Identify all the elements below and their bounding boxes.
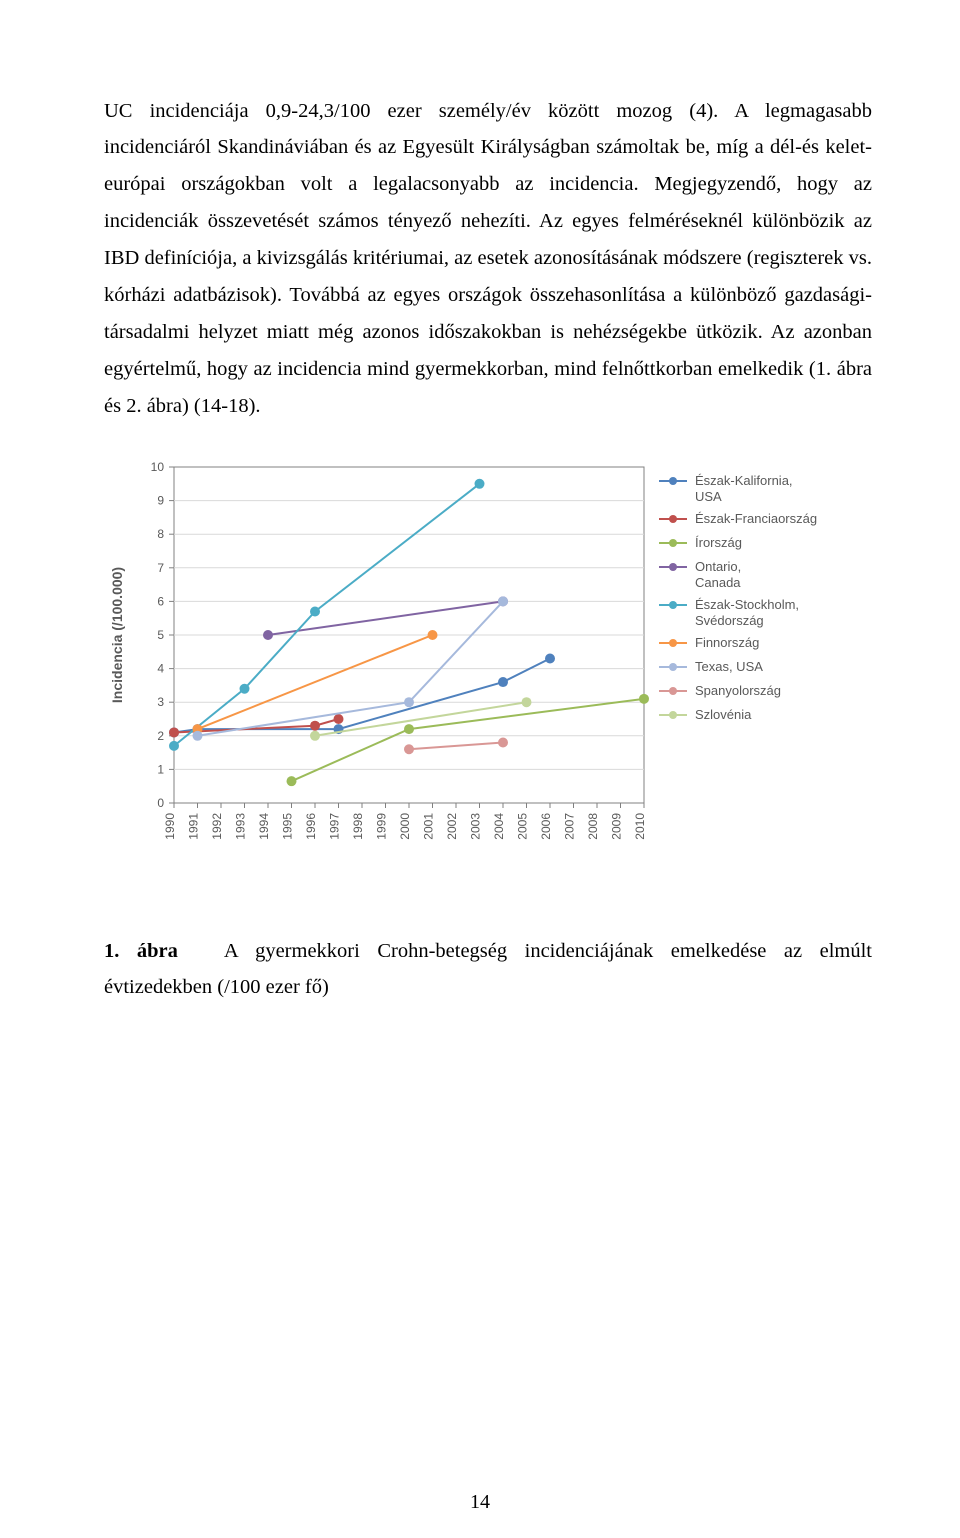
- svg-text:1992: 1992: [210, 812, 224, 839]
- page: UC incidenciája 0,9-24,3/100 ezer személ…: [0, 0, 960, 1538]
- svg-text:6: 6: [157, 594, 164, 608]
- svg-text:2006: 2006: [539, 812, 553, 839]
- svg-text:8: 8: [157, 527, 164, 541]
- svg-text:Texas, USA: Texas, USA: [695, 659, 763, 674]
- svg-text:Szlovénia: Szlovénia: [695, 707, 752, 722]
- svg-text:2001: 2001: [422, 812, 436, 839]
- svg-text:2005: 2005: [516, 812, 530, 839]
- svg-text:Írország: Írország: [695, 535, 742, 550]
- svg-text:1993: 1993: [234, 812, 248, 839]
- svg-text:USA: USA: [695, 489, 722, 504]
- svg-text:7: 7: [157, 560, 164, 574]
- svg-text:2: 2: [157, 728, 164, 742]
- incidence-line-chart: 0 1 2 3 4 5 6 7 8 9 10 1990 1991 1992 1993 1994 1995 1996…: [104, 453, 874, 883]
- svg-text:Észak-Franciaország: Észak-Franciaország: [695, 511, 817, 526]
- svg-text:1997: 1997: [328, 812, 342, 839]
- svg-text:2010: 2010: [633, 812, 647, 839]
- svg-text:Észak-Stockholm,: Észak-Stockholm,: [695, 597, 799, 612]
- svg-text:Canada: Canada: [695, 575, 741, 590]
- svg-text:2004: 2004: [492, 812, 506, 839]
- svg-text:5: 5: [157, 628, 164, 642]
- svg-text:2002: 2002: [445, 812, 459, 839]
- svg-text:2008: 2008: [586, 812, 600, 839]
- svg-text:Svédország: Svédország: [695, 613, 764, 628]
- caption-label: 1. ábra: [104, 940, 178, 962]
- svg-text:1999: 1999: [375, 812, 389, 839]
- svg-text:2009: 2009: [610, 812, 624, 839]
- svg-text:1: 1: [157, 762, 164, 776]
- svg-text:Észak-Kalifornia,: Észak-Kalifornia,: [695, 473, 793, 488]
- caption-text: A gyermekkori Crohn-betegség incidenciáj…: [104, 940, 872, 999]
- figure-1: 0 1 2 3 4 5 6 7 8 9 10 1990 1991 1992 1993 1994 1995 1996…: [104, 453, 872, 883]
- page-number: 14: [0, 1491, 960, 1514]
- svg-text:Finnország: Finnország: [695, 635, 759, 650]
- svg-text:2000: 2000: [398, 812, 412, 839]
- svg-text:1995: 1995: [281, 812, 295, 839]
- svg-text:4: 4: [157, 661, 164, 675]
- svg-text:Incidencia (/100.000): Incidencia (/100.000): [109, 566, 125, 702]
- body-paragraph: UC incidenciája 0,9-24,3/100 ezer személ…: [104, 93, 872, 425]
- svg-text:9: 9: [157, 493, 164, 507]
- svg-text:2007: 2007: [563, 812, 577, 839]
- svg-text:Spanyolország: Spanyolország: [695, 683, 781, 698]
- svg-text:3: 3: [157, 695, 164, 709]
- svg-text:1998: 1998: [351, 812, 365, 839]
- figure-caption: 1. ábraA gyermekkori Crohn-betegség inci…: [104, 933, 872, 1007]
- svg-text:1994: 1994: [257, 812, 271, 839]
- svg-text:0: 0: [157, 796, 164, 810]
- svg-text:1991: 1991: [187, 812, 201, 839]
- svg-text:1990: 1990: [163, 812, 177, 839]
- svg-text:1996: 1996: [304, 812, 318, 839]
- svg-text:Ontario,: Ontario,: [695, 559, 741, 574]
- svg-text:2003: 2003: [469, 812, 483, 839]
- svg-text:10: 10: [151, 460, 165, 474]
